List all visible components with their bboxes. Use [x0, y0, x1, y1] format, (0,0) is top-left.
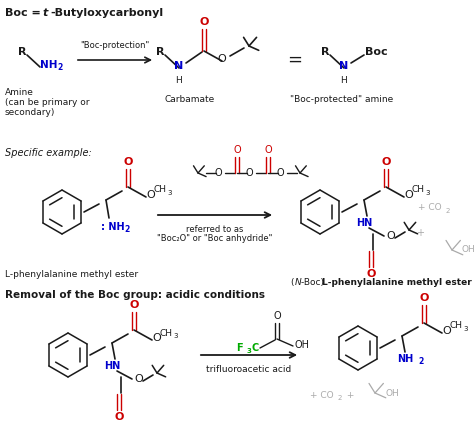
Text: L-phenylalanine methyl ester: L-phenylalanine methyl ester	[322, 278, 472, 287]
Text: (: (	[290, 278, 293, 287]
Text: O: O	[273, 311, 281, 321]
Text: O: O	[218, 54, 227, 64]
Text: O: O	[366, 269, 376, 279]
Text: -Butyloxycarbonyl: -Butyloxycarbonyl	[50, 8, 163, 18]
Text: O: O	[386, 231, 395, 241]
Text: CH: CH	[412, 186, 425, 195]
Text: O: O	[152, 333, 161, 343]
Text: HN: HN	[356, 218, 372, 228]
Text: O: O	[233, 145, 241, 155]
Text: H: H	[176, 76, 182, 85]
Text: H: H	[341, 76, 347, 85]
Text: OH: OH	[462, 245, 474, 255]
Text: =: =	[288, 51, 302, 69]
Text: O: O	[129, 300, 139, 310]
Text: Boc: Boc	[365, 47, 388, 57]
Text: +: +	[344, 390, 357, 399]
Text: t: t	[43, 8, 48, 18]
Text: 3: 3	[425, 190, 429, 196]
Text: O: O	[123, 157, 133, 167]
Text: 2: 2	[446, 208, 450, 214]
Text: O: O	[442, 326, 451, 336]
Text: 3: 3	[167, 190, 172, 196]
Text: 2: 2	[124, 225, 129, 234]
Text: Boc =: Boc =	[5, 8, 45, 18]
Text: secondary): secondary)	[5, 108, 55, 117]
Text: referred to as: referred to as	[186, 225, 244, 234]
Text: -Boc): -Boc)	[301, 278, 327, 287]
Text: O: O	[214, 168, 222, 178]
Text: O: O	[264, 145, 272, 155]
Text: "Boc-protection": "Boc-protection"	[81, 41, 150, 50]
Text: O: O	[146, 190, 155, 200]
Text: +: +	[416, 228, 424, 238]
Text: : NH: : NH	[101, 222, 125, 232]
Text: HN: HN	[104, 361, 120, 371]
Text: NH: NH	[40, 60, 57, 70]
Text: CH: CH	[450, 321, 463, 330]
Text: Removal of the Boc group: acidic conditions: Removal of the Boc group: acidic conditi…	[5, 290, 265, 300]
Text: trifluoroacetic acid: trifluoroacetic acid	[206, 365, 292, 374]
Text: CH: CH	[154, 186, 167, 195]
Text: O: O	[245, 168, 253, 178]
Text: OH: OH	[295, 340, 310, 350]
Text: R: R	[18, 47, 26, 57]
Text: N: N	[174, 61, 183, 71]
Text: CH: CH	[160, 329, 173, 338]
Text: N: N	[295, 278, 302, 287]
Text: + CO: + CO	[310, 390, 334, 399]
Text: L-phenylalanine methyl ester: L-phenylalanine methyl ester	[5, 270, 138, 279]
Text: + CO: + CO	[418, 203, 442, 212]
Text: 2: 2	[338, 395, 342, 401]
Text: NH: NH	[397, 354, 413, 364]
Text: 2: 2	[418, 357, 423, 366]
Text: N: N	[339, 61, 348, 71]
Text: 3: 3	[463, 326, 467, 332]
Text: OH: OH	[386, 388, 400, 398]
Text: "Boc₂O" or "Boc anhydride": "Boc₂O" or "Boc anhydride"	[157, 234, 273, 243]
Text: Amine: Amine	[5, 88, 34, 97]
Text: "Boc-protected" amine: "Boc-protected" amine	[291, 95, 393, 104]
Text: O: O	[276, 168, 284, 178]
Text: O: O	[134, 374, 143, 384]
Text: O: O	[114, 412, 124, 422]
Text: O: O	[419, 293, 428, 303]
Text: O: O	[199, 17, 209, 27]
Text: (can be primary or: (can be primary or	[5, 98, 90, 107]
Text: C: C	[252, 343, 259, 353]
Text: O: O	[404, 190, 413, 200]
Text: F: F	[237, 343, 243, 353]
Text: R: R	[156, 47, 164, 57]
Text: R: R	[321, 47, 329, 57]
Text: Carbamate: Carbamate	[165, 95, 215, 104]
Text: 3: 3	[247, 348, 252, 354]
Text: 2: 2	[57, 63, 62, 72]
Text: O: O	[381, 157, 391, 167]
Text: 3: 3	[173, 333, 177, 339]
Text: Specific example:: Specific example:	[5, 148, 92, 158]
